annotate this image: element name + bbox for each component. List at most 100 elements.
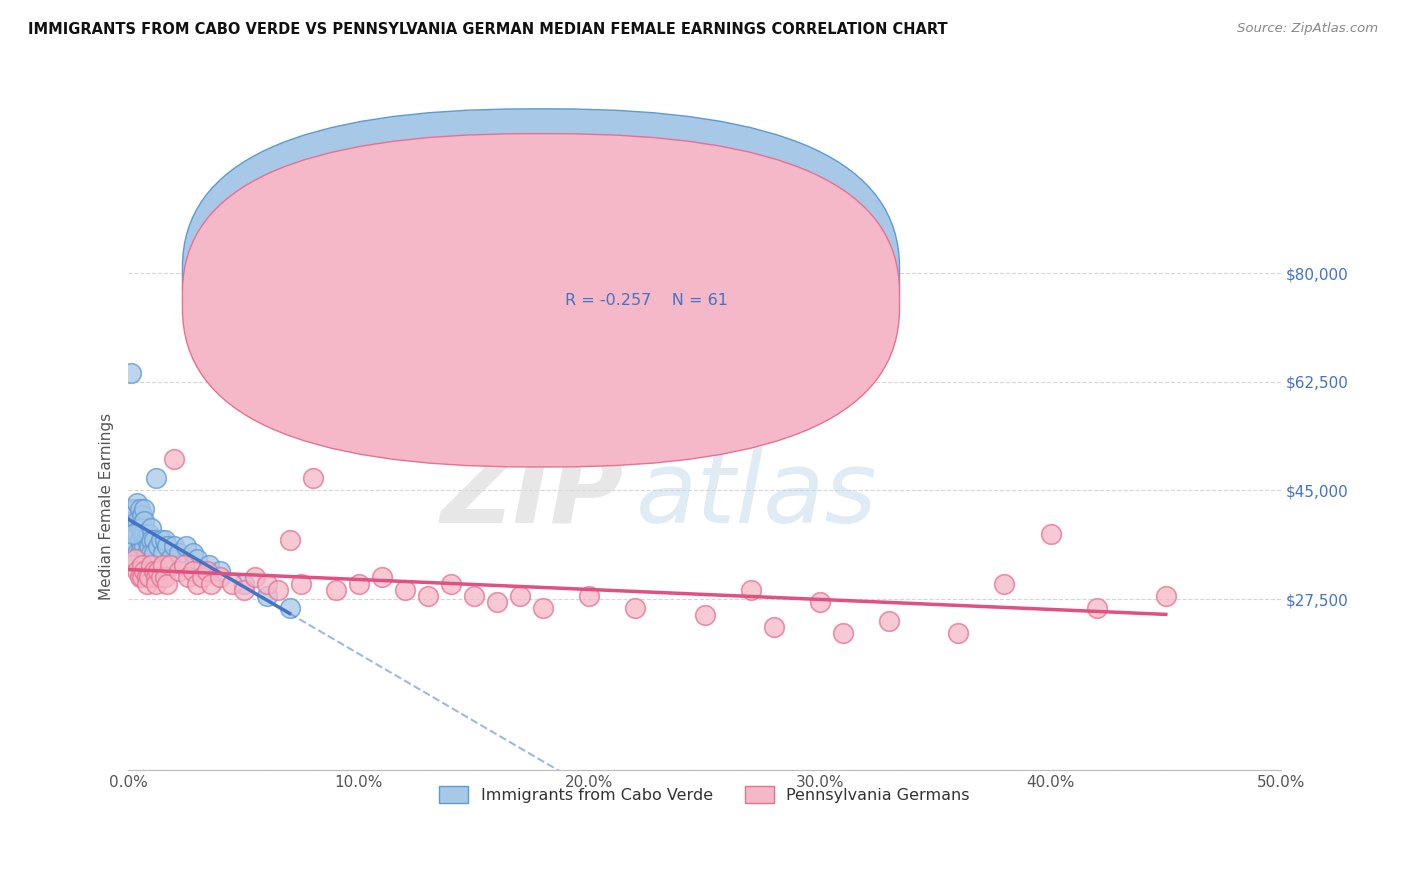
Point (121, 527, 143, 541)
Point (134, 564, 156, 578)
Point (148, 564, 170, 578)
Point (198, 558, 221, 572)
Point (186, 576, 208, 591)
Point (135, 576, 157, 591)
Point (301, 471, 323, 485)
Point (159, 551, 181, 566)
Point (142, 564, 165, 578)
FancyBboxPatch shape (509, 252, 773, 318)
Point (624, 601, 647, 615)
Point (209, 570, 232, 584)
Point (141, 521, 163, 535)
Point (152, 558, 174, 572)
Legend: Immigrants from Cabo Verde, Pennsylvania Germans: Immigrants from Cabo Verde, Pennsylvania… (433, 780, 976, 809)
Point (128, 502, 150, 516)
Point (127, 496, 149, 510)
Point (148, 539, 170, 553)
Point (325, 582, 347, 597)
Point (832, 626, 855, 640)
Point (128, 570, 150, 584)
Point (167, 564, 190, 578)
Point (124, 502, 146, 516)
Point (127, 527, 149, 541)
Point (416, 589, 439, 603)
Point (167, 545, 190, 559)
Point (1039, 527, 1062, 541)
Point (153, 570, 176, 584)
Point (131, 527, 153, 541)
Point (371, 570, 394, 584)
Point (141, 533, 163, 547)
Point (135, 527, 157, 541)
Point (135, 570, 157, 584)
Point (145, 570, 167, 584)
Point (131, 539, 153, 553)
Point (693, 607, 716, 622)
Point (124, 539, 146, 553)
Point (191, 570, 214, 584)
Point (124, 521, 146, 535)
Point (347, 576, 370, 591)
Point (141, 545, 163, 559)
Point (181, 545, 204, 559)
Point (152, 545, 174, 559)
Point (159, 558, 181, 572)
Point (177, 570, 200, 584)
Point (163, 452, 186, 467)
Point (131, 521, 153, 535)
Point (127, 545, 149, 559)
Point (948, 626, 970, 640)
Point (186, 551, 208, 566)
Point (531, 601, 554, 615)
Point (394, 582, 416, 597)
Text: ZIP: ZIP (441, 447, 624, 544)
Point (141, 558, 163, 572)
Point (138, 527, 160, 541)
Point (232, 582, 254, 597)
Point (138, 570, 160, 584)
Y-axis label: Median Female Earnings: Median Female Earnings (100, 412, 114, 599)
Point (463, 589, 485, 603)
Point (121, 515, 143, 529)
FancyBboxPatch shape (183, 109, 900, 442)
Point (209, 564, 232, 578)
Point (232, 576, 254, 591)
Point (131, 508, 153, 523)
Point (128, 521, 150, 535)
Point (256, 576, 278, 591)
Point (138, 539, 160, 553)
Point (120, 502, 142, 516)
Point (120, 366, 142, 380)
Point (127, 515, 149, 529)
Point (181, 564, 204, 578)
Point (134, 502, 156, 516)
Point (131, 570, 153, 584)
Point (1085, 601, 1108, 615)
Point (134, 539, 156, 553)
Text: Source: ZipAtlas.com: Source: ZipAtlas.com (1237, 22, 1378, 36)
Point (877, 614, 900, 628)
Point (200, 576, 222, 591)
Point (149, 533, 172, 547)
Point (128, 533, 150, 547)
Point (149, 570, 172, 584)
Point (156, 576, 179, 591)
Point (135, 533, 157, 547)
Point (256, 589, 278, 603)
Point (145, 471, 167, 485)
Point (808, 595, 831, 609)
Point (163, 539, 186, 553)
Text: IMMIGRANTS FROM CABO VERDE VS PENNSYLVANIA GERMAN MEDIAN FEMALE EARNINGS CORRELA: IMMIGRANTS FROM CABO VERDE VS PENNSYLVAN… (28, 22, 948, 37)
Point (267, 582, 290, 597)
Point (127, 564, 149, 578)
Point (278, 533, 301, 547)
Text: R = -0.257    N = 61: R = -0.257 N = 61 (565, 293, 728, 308)
Point (173, 558, 195, 572)
Point (195, 564, 218, 578)
Point (156, 539, 179, 553)
Point (124, 551, 146, 566)
Text: atlas: atlas (636, 447, 877, 544)
Point (128, 545, 150, 559)
Point (131, 558, 153, 572)
Point (486, 595, 509, 609)
